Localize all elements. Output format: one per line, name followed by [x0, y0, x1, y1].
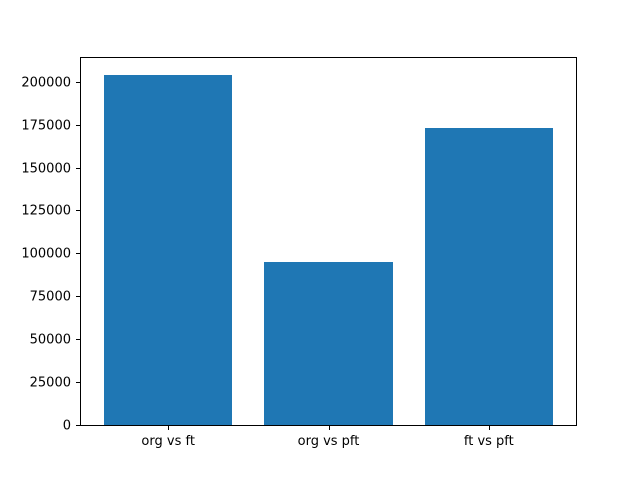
y-tick-label: 100000 — [21, 246, 71, 262]
y-tick-label: 150000 — [21, 161, 71, 177]
x-tick-label: org vs pft — [297, 434, 360, 449]
y-tick-label: 75000 — [29, 289, 71, 305]
x-tick-label: org vs ft — [141, 434, 195, 449]
y-tick-label: 0 — [62, 418, 71, 434]
bar-org-vs-pft — [264, 261, 393, 425]
x-tick-mark — [168, 426, 170, 430]
x-tick-label: ft vs pft — [463, 434, 514, 449]
y-tick-mark — [76, 210, 80, 212]
y-tick-label: 50000 — [29, 332, 71, 348]
y-tick-mark — [76, 382, 80, 384]
bar-org-vs-ft — [104, 74, 233, 425]
y-tick-mark — [76, 167, 80, 169]
x-tick-mark — [328, 426, 330, 430]
y-tick-mark — [76, 296, 80, 298]
y-tick-label: 175000 — [21, 118, 71, 134]
y-tick-mark — [76, 425, 80, 426]
y-tick-mark — [76, 253, 80, 255]
y-tick-mark — [76, 339, 80, 341]
plot-area — [80, 57, 577, 426]
bar-ft-vs-pft — [424, 128, 553, 425]
y-tick-label: 25000 — [29, 375, 71, 391]
y-tick-label: 200000 — [21, 75, 71, 91]
y-tick-mark — [76, 124, 80, 126]
y-tick-mark — [76, 81, 80, 83]
y-tick-label: 125000 — [21, 203, 71, 219]
x-tick-mark — [488, 426, 490, 430]
